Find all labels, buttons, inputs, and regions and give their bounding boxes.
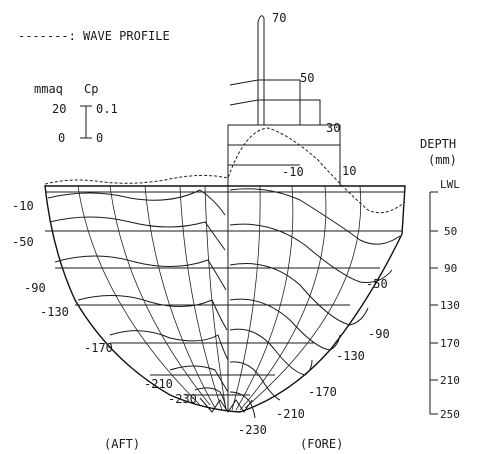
aft-label: -10 [12,199,34,213]
aft-label: -90 [24,281,46,295]
top-label: 10 [342,164,356,178]
fore-label: -170 [308,385,337,399]
aft-label-group: -10 -50 -90 -130 -170 -210 -230 [12,199,197,406]
depth-tick: 210 [440,374,460,387]
depth-axis-title: DEPTH [420,137,456,151]
depth-axis: DEPTH (mm) LWL 50 90 130 170 210 250 [420,137,460,421]
depth-tick: 50 [444,225,457,238]
aft-caption: (AFT) [104,437,140,451]
fore-pressure-curves [229,188,401,419]
top-label: 50 [300,71,314,85]
scale-cp-bottom: 0 [96,131,103,145]
hull-outline [44,185,406,413]
bow-block [227,15,341,187]
aft-label: -210 [144,377,173,391]
aft-pressure-curves [47,189,229,411]
wave-profile-legend: -------: WAVE PROFILE [18,29,170,43]
fore-label: -130 [336,349,365,363]
fore-label: -210 [276,407,305,421]
fore-label: -230 [238,423,267,437]
scale-pressure-top: 20 [52,102,66,116]
keel-hatch [199,397,253,413]
depth-tick: 130 [440,299,460,312]
depth-tick: 170 [440,337,460,350]
top-label-group: 70 50 30 10 [272,11,356,178]
fore-label-group: -10 -50 -90 -130 -170 -210 -230 [238,165,390,437]
fore-caption: (FORE) [300,437,343,451]
scale-bar [80,105,92,139]
scale-cp-top: 0.1 [96,102,118,116]
top-label: 30 [326,121,340,135]
depth-tick: LWL [440,178,460,191]
depth-axis-unit: (mm) [428,153,457,167]
aft-label: -50 [12,235,34,249]
top-label: 70 [272,11,286,25]
aft-label: -130 [40,305,69,319]
scale-pressure-bottom: 0 [58,131,65,145]
fore-label: -50 [366,277,388,291]
frame-curves [77,185,362,411]
unit-cp-label: Cp [84,82,98,96]
fore-label: -10 [282,165,304,179]
aft-label: -230 [168,392,197,406]
unit-pressure-label: mmaq [34,82,63,96]
aft-label: -170 [84,341,113,355]
fore-label: -90 [368,327,390,341]
wave-profile-line [44,127,406,214]
depth-tick: 250 [440,408,460,421]
depth-tick: 90 [444,262,457,275]
